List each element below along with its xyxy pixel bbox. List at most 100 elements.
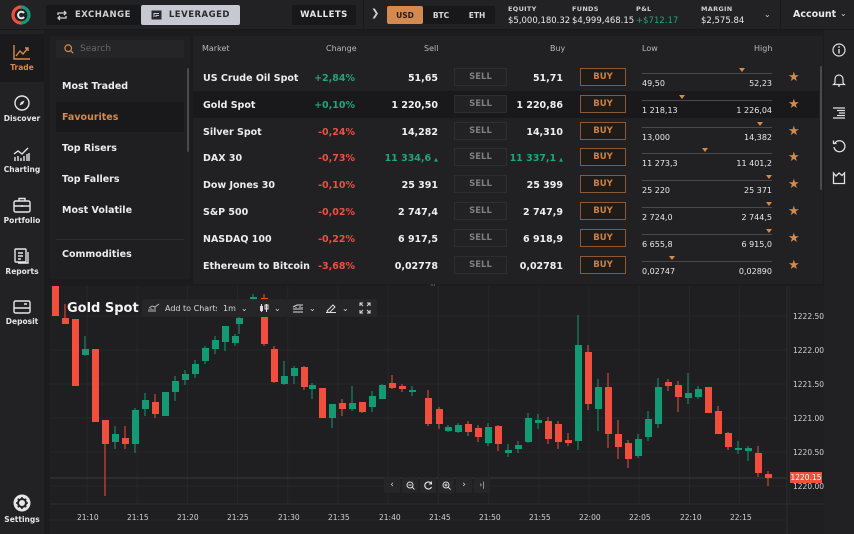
chart-type-select[interactable]: ⌄ [253,299,287,317]
left-navigation: Trade Discover Charting Portfolio Report… [0,30,44,534]
table-row[interactable]: DAX 30 -0,73% 11 334,6 ▲ SELL 11 337,1 ▲ BUY 11 … [193,144,819,171]
sell-button[interactable]: SELL [454,175,507,194]
market-name[interactable]: NASDAQ 100 [203,233,272,245]
category-most-volatile[interactable]: Most Volatile [62,204,133,216]
nav-label: Reports [5,267,39,276]
jump-to-latest-button[interactable]: ›| [474,477,490,493]
table-row[interactable]: Gold Spot +0,10% 1 220,50 SELL 1 220,86 BUY 1 … [193,90,819,118]
candle [575,345,582,441]
price-chart[interactable]: Gold Spot Add to Charts 1m ⌄ ⌄ ⌄ ⌄ ‹ › ›… [50,286,824,534]
drawing-tools-select[interactable]: ⌄ [319,299,355,317]
category-favourites[interactable]: Favourites [56,102,184,132]
table-row[interactable]: Silver Spot -0,24% 14,282 SELL 14,310 BUY 13,0… [193,118,819,145]
favourite-star-icon[interactable]: ★ [788,150,800,166]
favourite-star-icon[interactable]: ★ [788,177,800,193]
buy-button[interactable]: BUY [580,94,626,113]
table-row[interactable]: Dow Jones 30 -0,10% 25 391 SELL 25 399 BUY 25 … [193,171,819,198]
candle [379,385,386,399]
favourite-star-icon[interactable]: ★ [788,204,800,219]
market-name[interactable]: Silver Spot [203,126,262,138]
account-menu[interactable]: Account [793,9,837,20]
table-row[interactable]: NASDAQ 100 -0,22% 6 917,5 SELL 6 918,9 BUY 6 6… [193,225,819,252]
interval-select[interactable]: 1m ⌄ [217,299,254,317]
sell-price-value: 1 220,50 [391,99,438,111]
category-scrollbar[interactable] [187,68,189,152]
nav-settings[interactable]: Settings [0,485,44,533]
history-icon[interactable] [830,137,848,155]
category-top-risers[interactable]: Top Risers [62,142,117,154]
sell-button[interactable]: SELL [454,148,507,167]
buy-button[interactable]: BUY [580,202,626,220]
nav-charting[interactable]: Charting [0,136,44,184]
table-row[interactable]: Ethereum to Bitcoin -3,68% 0,02778 SELL 0,02… [193,252,819,279]
y-tick: 1220.00 [793,482,825,491]
market-change: -3,68% [318,260,355,272]
market-name[interactable]: S&P 500 [203,207,249,218]
zoom-in-button[interactable] [438,477,454,493]
buy-price: 11 337,1 ▲ [478,153,563,164]
scroll-right-button[interactable]: › [456,477,472,493]
nav-portfolio[interactable]: Portfolio [0,187,44,235]
nav-reports[interactable]: Reports [0,238,44,286]
wallets-button[interactable]: WALLETS [292,5,356,25]
favourite-star-icon[interactable]: ★ [788,70,800,85]
sell-button[interactable]: SELL [454,228,507,247]
sell-button[interactable]: SELL [454,121,507,140]
chevron-right-icon[interactable]: ❯ [371,8,380,19]
buy-button[interactable]: BUY [580,255,626,274]
stats-chevron-down-icon[interactable]: ⌄ [764,10,771,19]
table-row[interactable]: US Crude Oil Spot +2,84% 51,65 SELL 51,71 BUY… [193,64,819,91]
currency-eth[interactable]: ETH [468,10,486,20]
buy-button[interactable]: BUY [580,175,626,194]
indicators-select[interactable]: ⌄ [286,299,322,317]
sell-button[interactable]: SELL [454,94,507,113]
table-row[interactable]: S&P 500 -0,02% 2 747,4 SELL 2 747,9 BUY 2 724,… [193,198,819,225]
bell-icon[interactable] [830,71,848,89]
market-name[interactable]: US Crude Oil Spot [203,73,299,84]
nav-trade[interactable]: Trade [0,34,44,82]
category-commodities[interactable]: Commodities [62,248,132,260]
tab-exchange[interactable]: EXCHANGE [46,5,141,25]
category-top-fallers[interactable]: Top Fallers [62,173,120,185]
account-chevron-down-icon[interactable]: ⌄ [840,9,847,18]
favourite-star-icon[interactable]: ★ [788,123,800,139]
export-icon[interactable] [830,169,848,187]
favourite-star-icon[interactable]: ★ [788,230,800,246]
market-name[interactable]: Ethereum to Bitcoin [203,260,310,272]
search-box[interactable] [56,40,184,58]
buy-button[interactable]: BUY [580,148,626,167]
favourite-star-icon[interactable]: ★ [788,257,800,273]
reset-button[interactable] [420,477,436,493]
fullscreen-button[interactable] [353,299,377,317]
market-name[interactable]: DAX 30 [203,153,243,165]
candlestick-plot[interactable] [50,286,824,534]
header-change: Change [326,44,357,53]
sell-button[interactable]: SELL [454,202,507,220]
currency-usd[interactable]: USD [387,6,423,24]
candle [715,411,722,434]
markets-scrollbar[interactable] [820,66,822,190]
candle [182,374,189,380]
order-book-icon[interactable] [830,104,848,122]
resize-handle[interactable]: ··· [430,281,436,290]
search-input[interactable] [80,44,180,54]
market-name[interactable]: Dow Jones 30 [203,180,275,192]
buy-button[interactable]: BUY [580,121,626,140]
market-name[interactable]: Gold Spot [203,99,256,111]
buy-button[interactable]: BUY [580,68,626,86]
tab-leveraged[interactable]: LEVERAGED [140,5,240,25]
scroll-left-button[interactable]: ‹ [384,477,400,493]
favourite-star-icon[interactable]: ★ [788,96,800,112]
app-logo-icon[interactable] [11,5,31,25]
info-icon[interactable] [830,41,848,59]
currency-btc[interactable]: BTC [432,10,450,20]
nav-deposit[interactable]: Deposit [0,289,44,337]
sell-button[interactable]: SELL [454,68,507,86]
sell-button[interactable]: SELL [454,255,507,274]
buy-button[interactable]: BUY [580,228,626,247]
candle [565,440,572,443]
zoom-out-button[interactable] [402,477,418,493]
nav-discover[interactable]: Discover [0,85,44,133]
category-most-traded[interactable]: Most Traded [62,80,129,92]
add-to-charts-button[interactable]: Add to Charts [142,299,226,317]
